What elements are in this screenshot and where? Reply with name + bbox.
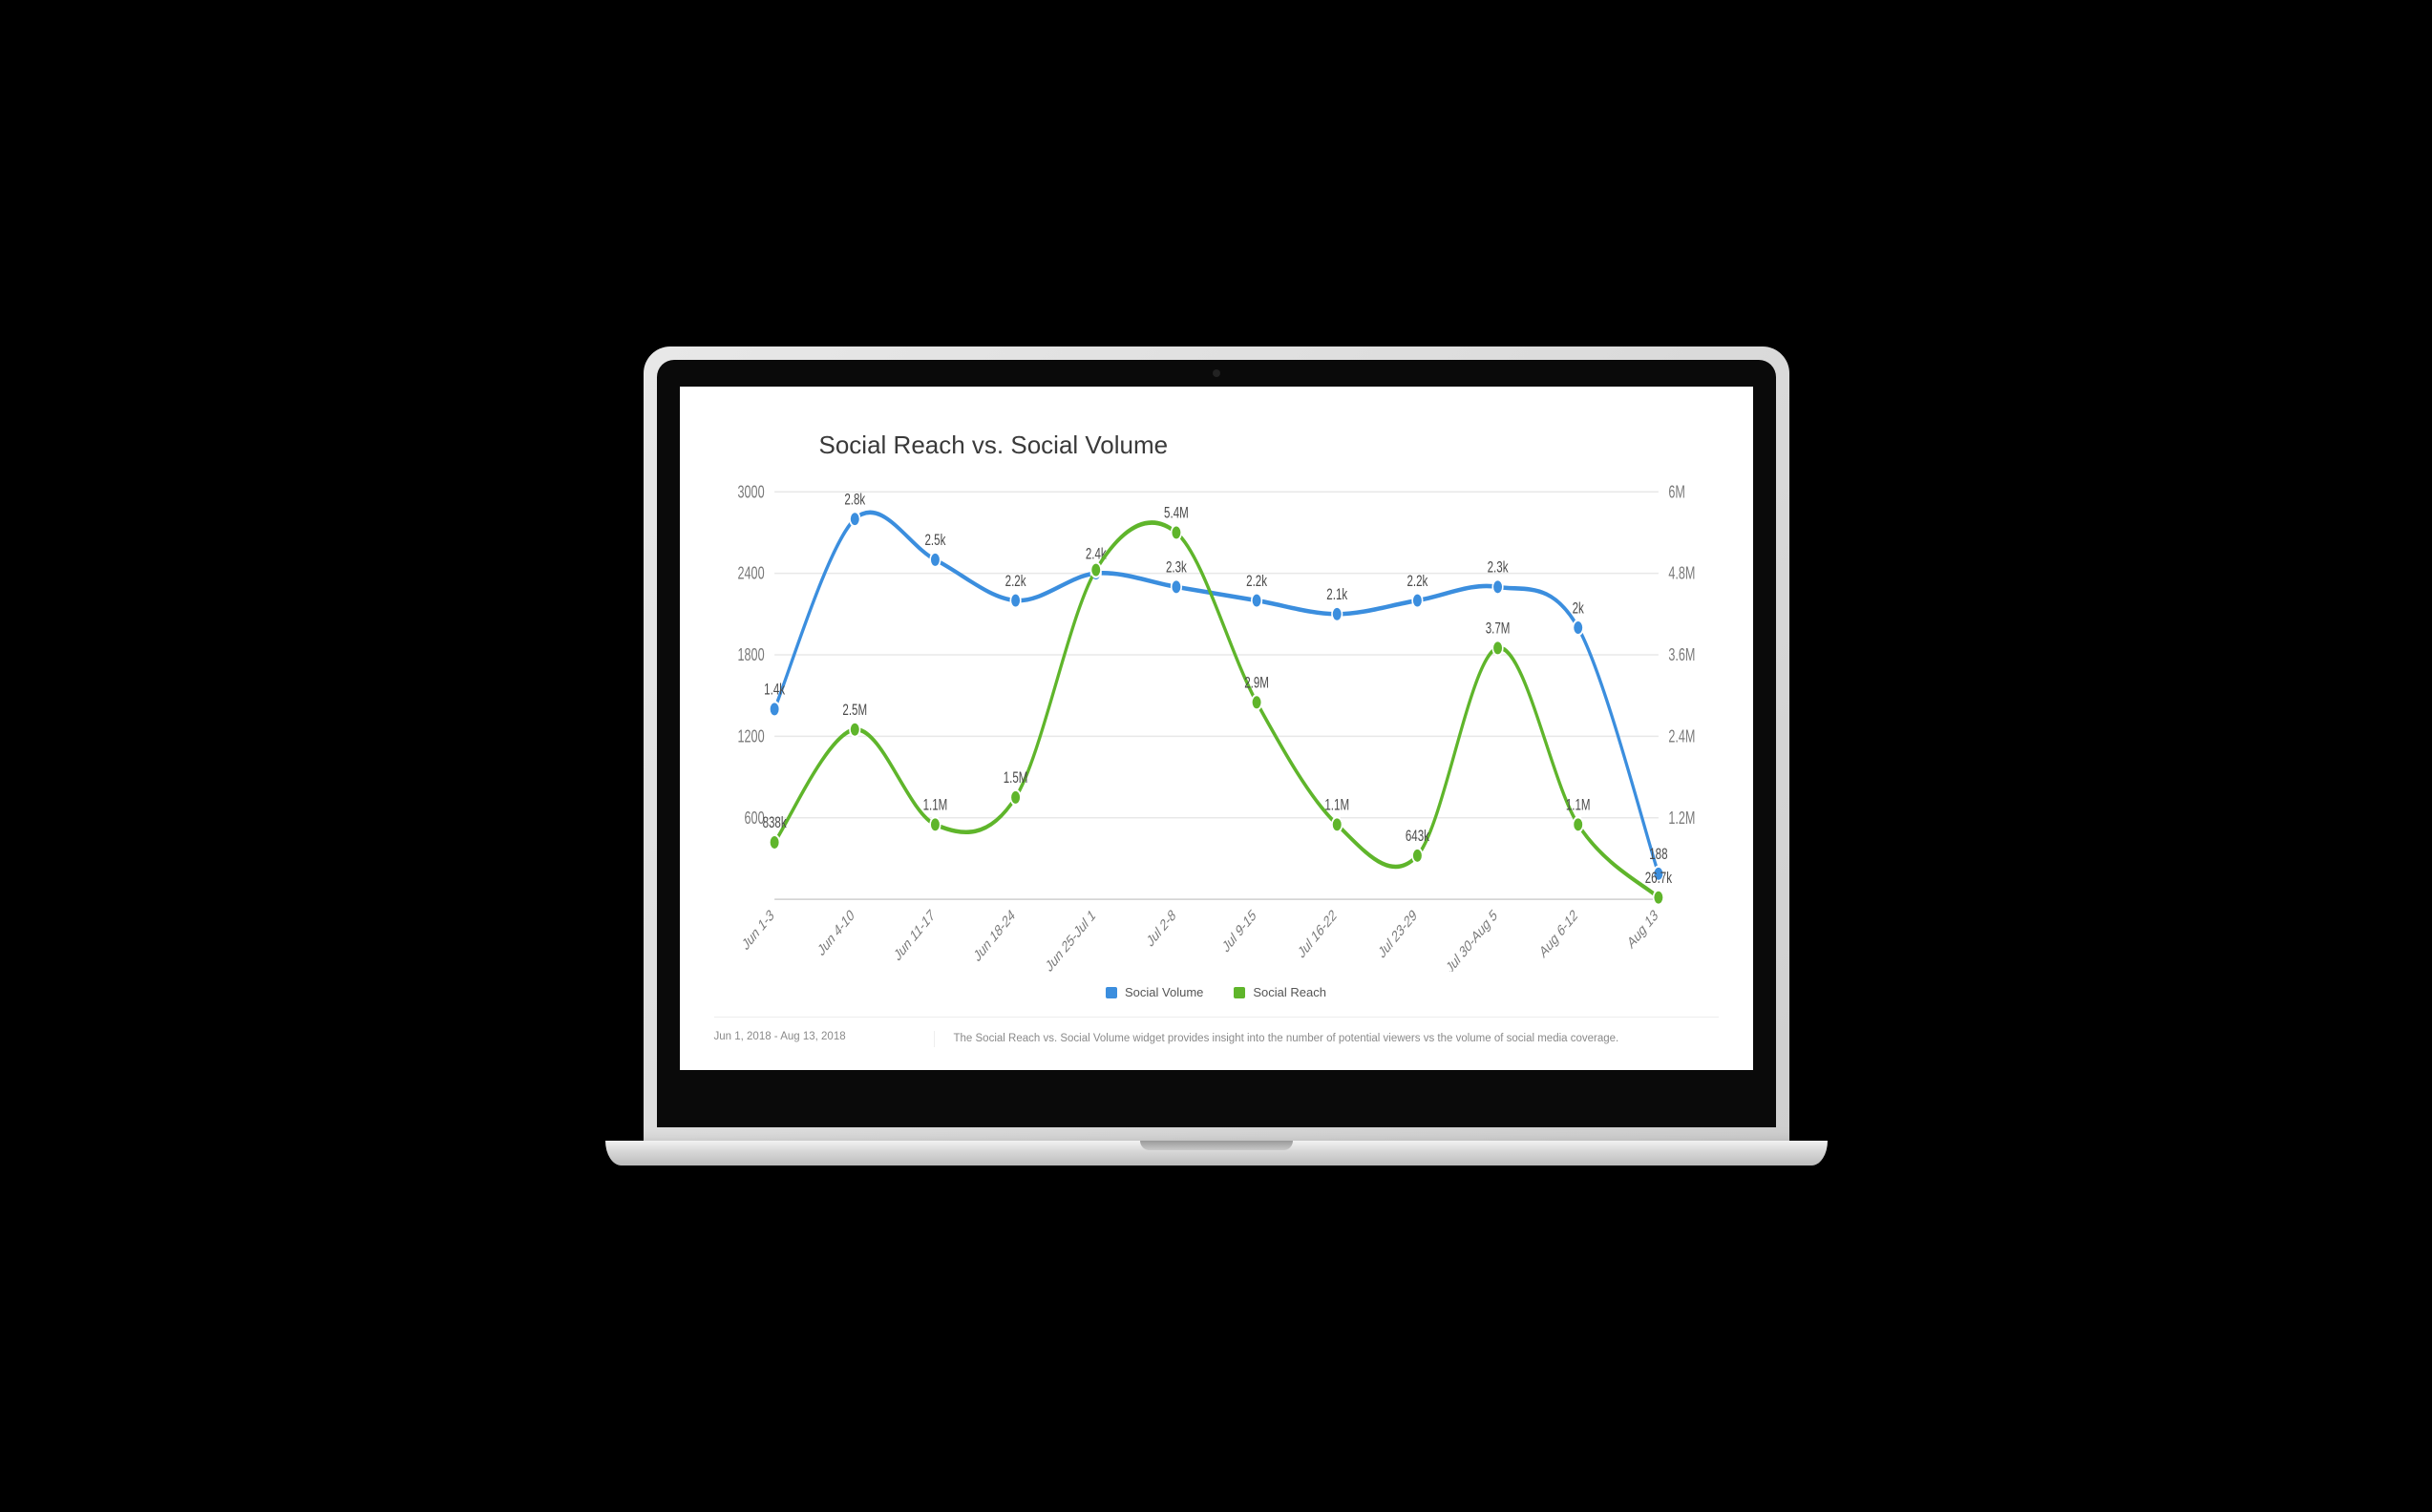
svg-text:1.4k: 1.4k [764, 681, 785, 699]
svg-text:3000: 3000 [737, 483, 764, 502]
legend-swatch-reach [1234, 987, 1245, 998]
laptop-frame: Social Reach vs. Social Volume 600120018… [644, 346, 1789, 1142]
svg-text:2.8k: 2.8k [844, 491, 865, 509]
svg-text:2k: 2k [1572, 599, 1584, 618]
laptop-hinge-notch [1140, 1141, 1293, 1150]
line-chart: 60012001800240030001.2M2.4M3.6M4.8M6MJun… [714, 477, 1719, 972]
svg-text:643k: 643k [1405, 828, 1429, 846]
svg-text:2.3k: 2.3k [1165, 558, 1186, 577]
camera-dot-icon [1213, 369, 1220, 377]
svg-text:1.1M: 1.1M [1565, 796, 1590, 814]
svg-text:2.2k: 2.2k [1005, 573, 1026, 591]
svg-text:26.7k: 26.7k [1644, 870, 1672, 888]
legend-swatch-volume [1106, 987, 1117, 998]
svg-text:3.6M: 3.6M [1668, 646, 1695, 665]
legend-item-reach[interactable]: Social Reach [1234, 985, 1326, 999]
svg-text:Jun 18-24: Jun 18-24 [972, 906, 1018, 965]
svg-text:1.5M: 1.5M [1003, 769, 1027, 788]
svg-text:838k: 838k [762, 814, 787, 832]
chart-plot-area: 60012001800240030001.2M2.4M3.6M4.8M6MJun… [714, 477, 1719, 972]
svg-text:Jun 25-Jul 1: Jun 25-Jul 1 [1044, 906, 1098, 972]
svg-text:2.5k: 2.5k [924, 532, 945, 550]
legend-label-volume: Social Volume [1125, 985, 1203, 999]
svg-text:1.1M: 1.1M [922, 796, 947, 814]
svg-text:2.1k: 2.1k [1326, 586, 1347, 604]
footer-description: The Social Reach vs. Social Volume widge… [934, 1031, 1719, 1047]
svg-text:5.4M: 5.4M [1164, 504, 1189, 522]
svg-text:2.5M: 2.5M [842, 702, 867, 720]
svg-text:6M: 6M [1668, 483, 1685, 502]
chart-legend: Social Volume Social Reach [714, 972, 1719, 1017]
svg-text:188: 188 [1649, 846, 1667, 864]
laptop-mockup: Social Reach vs. Social Volume 600120018… [644, 346, 1789, 1166]
svg-text:2.2k: 2.2k [1406, 573, 1427, 591]
legend-item-volume[interactable]: Social Volume [1106, 985, 1203, 999]
laptop-base [605, 1141, 1828, 1166]
svg-text:2.3k: 2.3k [1487, 558, 1508, 577]
svg-text:1800: 1800 [737, 646, 764, 665]
svg-text:1.1M: 1.1M [1324, 796, 1349, 814]
svg-text:Jun 1-3: Jun 1-3 [740, 906, 776, 954]
footer-date-range: Jun 1, 2018 - Aug 13, 2018 [714, 1031, 934, 1047]
svg-text:Jul 30-Aug 5: Jul 30-Aug 5 [1444, 906, 1499, 972]
svg-text:Jun 11-17: Jun 11-17 [892, 906, 937, 964]
svg-text:2400: 2400 [737, 564, 764, 583]
laptop-bezel: Social Reach vs. Social Volume 600120018… [657, 360, 1776, 1128]
chart-card: Social Reach vs. Social Volume 600120018… [680, 387, 1753, 1071]
screen-content: Social Reach vs. Social Volume 600120018… [680, 387, 1753, 1071]
svg-text:4.8M: 4.8M [1668, 564, 1695, 583]
svg-text:Aug 6-12: Aug 6-12 [1537, 906, 1579, 961]
svg-text:1200: 1200 [737, 727, 764, 746]
svg-text:Jun 4-10: Jun 4-10 [815, 906, 856, 959]
legend-label-reach: Social Reach [1253, 985, 1326, 999]
svg-text:2.2k: 2.2k [1246, 573, 1267, 591]
svg-text:2.9M: 2.9M [1244, 674, 1269, 692]
svg-text:Aug 13: Aug 13 [1625, 906, 1660, 952]
chart-title: Social Reach vs. Social Volume [819, 430, 1719, 460]
svg-text:2.4M: 2.4M [1668, 727, 1695, 746]
svg-text:Jul 16-22: Jul 16-22 [1296, 906, 1339, 962]
svg-text:3.7M: 3.7M [1485, 620, 1510, 638]
card-footer: Jun 1, 2018 - Aug 13, 2018 The Social Re… [714, 1017, 1719, 1047]
svg-text:Jul 9-15: Jul 9-15 [1220, 906, 1258, 956]
svg-text:Jul 23-29: Jul 23-29 [1376, 906, 1419, 962]
svg-text:1.2M: 1.2M [1668, 808, 1695, 828]
svg-text:Jul 2-8: Jul 2-8 [1145, 906, 1178, 951]
